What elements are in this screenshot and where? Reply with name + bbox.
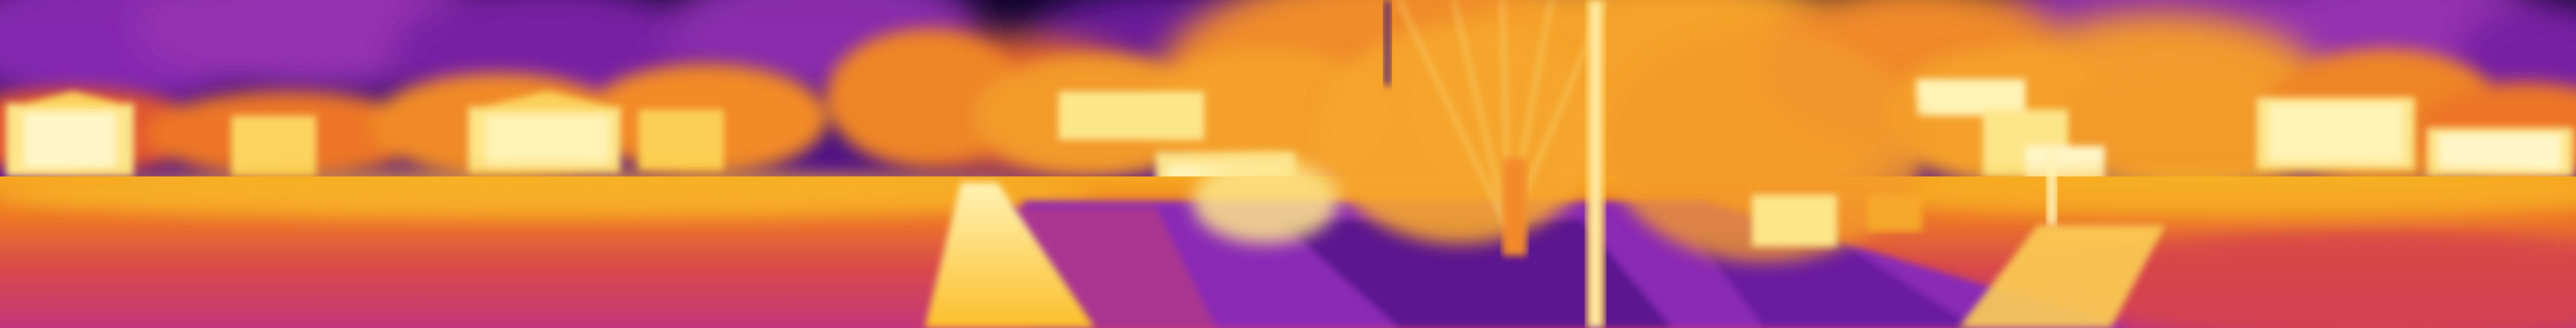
footpath [925, 183, 1095, 328]
park-bench [1752, 195, 1837, 246]
light-pole [1586, 0, 1605, 328]
tree-trunk [1502, 158, 1527, 256]
lamp-post [2047, 152, 2057, 225]
